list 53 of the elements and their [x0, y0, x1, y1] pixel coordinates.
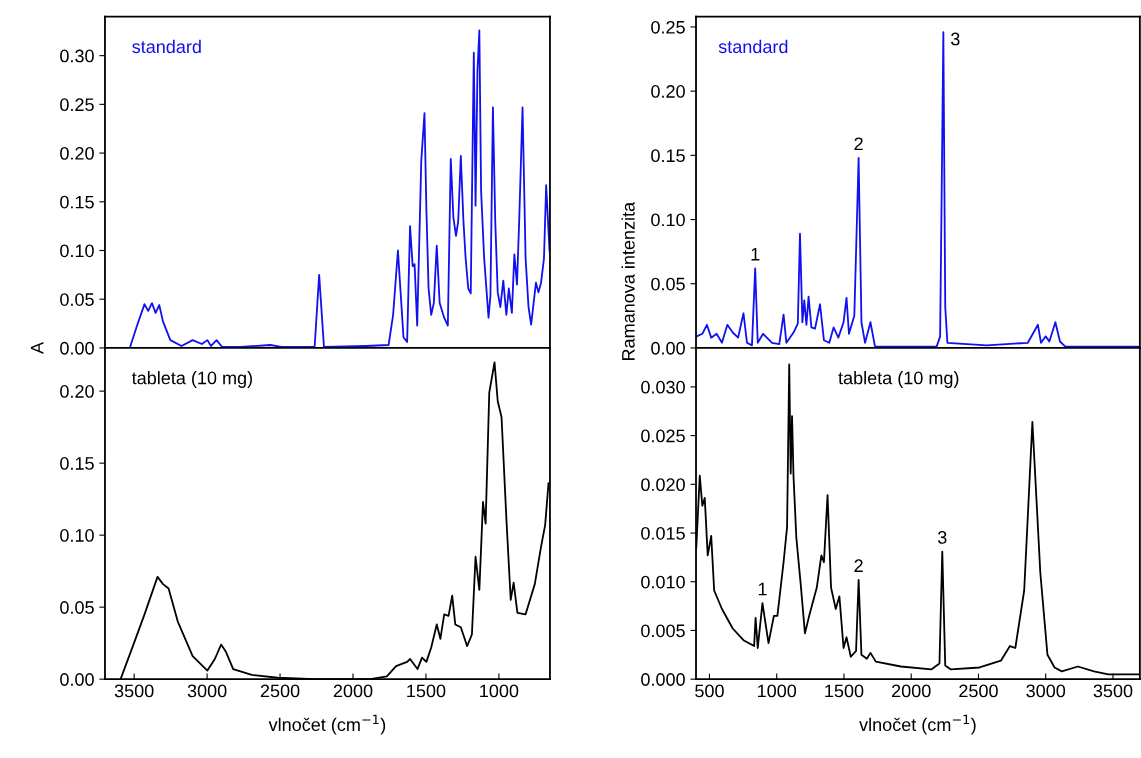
- y-tick-label: 0.015: [641, 526, 685, 540]
- y-tick-label: 0.15: [60, 457, 94, 470]
- y-tick-label: 0.010: [641, 575, 685, 589]
- y-tick-label: 0.20: [651, 85, 685, 98]
- annotation: 3: [950, 32, 960, 46]
- y-tick-label: 0.025: [641, 429, 685, 443]
- y-tick-label: 0.020: [641, 478, 685, 492]
- x-tick-label: 500: [695, 684, 724, 698]
- line-series: [128, 29, 550, 348]
- annotation: tableta (10 mg): [838, 371, 959, 388]
- y-tick-label: 0.00: [651, 341, 685, 355]
- y-tick-label: 0.25: [60, 98, 94, 112]
- annotation: 3: [937, 531, 947, 544]
- annotation: 1: [751, 247, 760, 261]
- x-tick-label: 1500: [407, 684, 446, 698]
- y-tick-label: 0.25: [651, 20, 685, 34]
- y-tick-label: 0.05: [60, 293, 94, 306]
- y-tick-label: 0.030: [641, 380, 685, 394]
- x-tick-label: 2000: [333, 684, 373, 698]
- y-tick-label: 0.05: [651, 277, 685, 291]
- x-axis-title: vlnočet (cm$^{−1}$): [859, 714, 976, 735]
- annotation: standard: [132, 39, 201, 54]
- annotation: 1: [758, 582, 767, 596]
- y-tick-label: 0.15: [60, 195, 94, 209]
- annotation: 2: [854, 559, 863, 572]
- x-tick-label: 3500: [114, 684, 154, 698]
- x-tick-label: 2000: [892, 684, 931, 698]
- x-tick-label: 3500: [1093, 684, 1133, 698]
- y-axis-title: A: [30, 341, 44, 354]
- y-tick-label: 0.20: [60, 147, 94, 160]
- y-tick-label: 0.10: [651, 213, 685, 227]
- x-tick-label: 1000: [758, 684, 797, 698]
- x-tick-label: 1500: [825, 684, 864, 698]
- y-tick-label: 0.15: [651, 149, 685, 163]
- annotation: 2: [854, 137, 863, 150]
- x-tick-label: 1000: [480, 684, 519, 698]
- y-tick-label: 0.00: [60, 341, 94, 355]
- x-tick-label: 2500: [260, 684, 300, 698]
- annotation: tableta (10 mg): [131, 371, 252, 388]
- y-tick-label: 0.00: [60, 673, 94, 686]
- y-tick-label: 0.10: [60, 244, 94, 258]
- annotation: standard: [718, 39, 788, 54]
- y-axis-title: Ramanova intenzita: [621, 201, 635, 360]
- x-tick-label: 3000: [1026, 684, 1066, 698]
- y-tick-label: 0.30: [60, 49, 94, 63]
- y-tick-label: 0.000: [641, 673, 685, 686]
- y-tick-label: 0.20: [60, 385, 94, 398]
- x-tick-label: 3000: [187, 684, 227, 698]
- x-tick-label: 2500: [959, 684, 998, 698]
- x-axis-title: vlnočet (cm$^{−1}$): [268, 714, 386, 735]
- y-tick-label: 0.10: [60, 529, 94, 542]
- y-tick-label: 0.05: [60, 601, 94, 614]
- y-tick-label: 0.005: [641, 624, 685, 638]
